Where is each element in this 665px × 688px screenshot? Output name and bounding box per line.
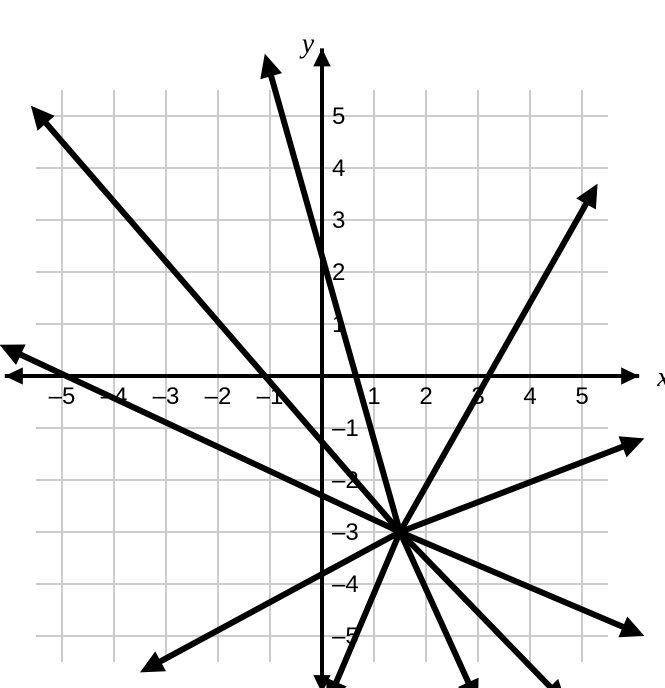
ray-line bbox=[400, 532, 633, 631]
y-tick-label: –1 bbox=[332, 415, 359, 442]
y-tick-label: –3 bbox=[332, 519, 359, 546]
chart-svg: –5–4–3–2–112345–5–4–3–2–112345xy bbox=[0, 0, 665, 688]
arrowhead bbox=[313, 48, 330, 66]
coordinate-chart: –5–4–3–2–112345–5–4–3–2–112345xy bbox=[0, 0, 665, 688]
x-axis-label: x bbox=[656, 362, 665, 393]
y-tick-label: 3 bbox=[332, 207, 345, 234]
y-tick-label: –4 bbox=[332, 571, 359, 598]
x-tick-label: 2 bbox=[419, 383, 432, 410]
x-tick-label: 5 bbox=[575, 383, 588, 410]
ray-line bbox=[268, 65, 400, 532]
arrowhead bbox=[260, 54, 282, 80]
arrowhead bbox=[621, 367, 639, 384]
arrowhead bbox=[5, 367, 23, 384]
y-axis-label: y bbox=[299, 28, 315, 59]
x-tick-label: 1 bbox=[367, 383, 380, 410]
x-tick-label: 4 bbox=[523, 383, 536, 410]
ray-line bbox=[332, 532, 400, 688]
y-tick-label: 4 bbox=[332, 155, 345, 182]
x-tick-label: –5 bbox=[49, 383, 76, 410]
ray-line bbox=[400, 443, 633, 532]
ray-line bbox=[151, 532, 400, 667]
ray-line bbox=[400, 194, 592, 532]
x-tick-label: –2 bbox=[205, 383, 232, 410]
ray-line bbox=[400, 532, 558, 688]
y-tick-label: 2 bbox=[332, 259, 345, 286]
x-tick-label: –3 bbox=[153, 383, 180, 410]
y-tick-label: 5 bbox=[332, 103, 345, 130]
